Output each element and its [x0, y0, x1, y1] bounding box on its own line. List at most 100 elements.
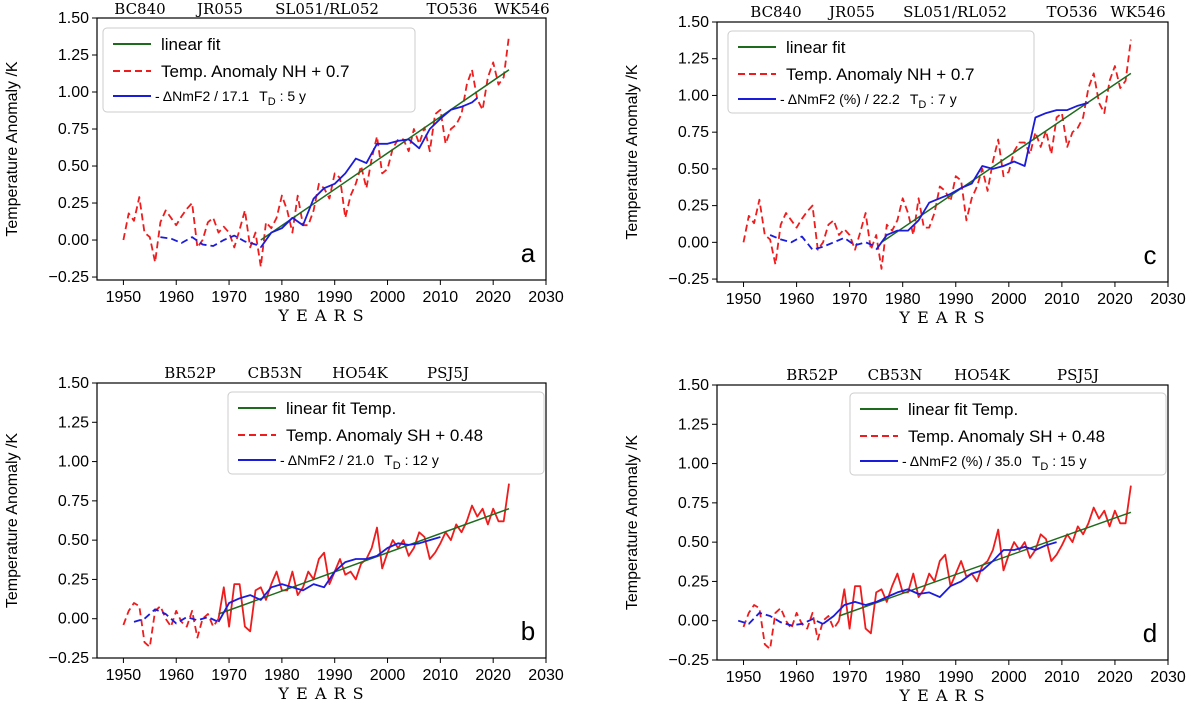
legend-fit-label: linear fit Temp.: [908, 400, 1018, 419]
y-tick-label: 0.25: [678, 573, 709, 590]
legend-fit-label: linear fit: [161, 35, 221, 54]
x-tick-label: 1980: [885, 291, 921, 308]
axes-frame: [716, 21, 1169, 283]
temp-series: [217, 483, 510, 633]
legend-nmf2-label: - ΔNmF2 / 17.1 TD : 5 y: [155, 88, 306, 108]
legend: linear fit Temp. Temp. Anomaly SH + 0.48 -…: [227, 391, 545, 475]
y-tick-label: 1.25: [678, 51, 709, 68]
y-tick-label: 0.00: [58, 232, 89, 249]
linear-fit-line: [260, 69, 510, 241]
y-tick-label: 0.00: [58, 611, 89, 628]
legend-temp-label: Temp. Anomaly SH + 0.48: [286, 426, 483, 445]
legend-nmf2-label: - ΔNmF2 (%) / 35.0 TD : 15 y: [902, 453, 1086, 473]
station-label: TO536: [1047, 3, 1098, 21]
legend: linear fit Temp. Temp. Anomaly SH + 0.48 -…: [849, 392, 1167, 476]
panel-b: 1950 1960 1970 1980 1990 2000 2010 2020 2030 −0.2…: [4, 364, 564, 703]
station-label: SL051/RL052: [903, 3, 1007, 21]
station-label: HO54K: [332, 364, 388, 382]
station-label: PSJ5J: [1057, 366, 1099, 384]
y-axis-label: Temperature Anomaly /K: [4, 61, 21, 237]
x-tick-label: 1960: [779, 669, 815, 686]
x-tick-label: 2010: [423, 667, 459, 684]
y-tick-label: 0.00: [678, 234, 709, 251]
y-tick-label: 0.00: [678, 613, 709, 630]
x-tick-label: 1960: [158, 667, 194, 684]
legend: linear fit Temp. Anomaly NH + 0.7 - ΔNmF2 …: [102, 27, 416, 113]
plot-area: [122, 35, 510, 268]
panel-d: 1950 1960 1970 1980 1990 2000 2010 2020 2030 −0.2…: [624, 366, 1186, 704]
y-tick-label: 0.75: [58, 121, 89, 138]
y-tick-label: 1.25: [58, 47, 89, 64]
legend-temp-label: Temp. Anomaly NH + 0.7: [786, 65, 975, 84]
axes-frame: [716, 384, 1169, 661]
y-tick-label: −0.25: [49, 269, 90, 286]
x-tick-label: 2020: [475, 667, 511, 684]
linear-fit-line: [838, 511, 1132, 617]
panel-letter: b: [521, 616, 535, 646]
x-tick-label: 1970: [211, 289, 247, 306]
x-axis-label: Y E A R S: [277, 684, 364, 703]
x-tick-label: 1990: [938, 669, 974, 686]
station-label: CB53N: [868, 366, 923, 384]
station-label: WK546: [494, 0, 549, 18]
x-tick-label: 2000: [370, 667, 406, 684]
y-tick-label: 1.00: [678, 456, 709, 473]
x-tick-label: 2000: [991, 291, 1027, 308]
station-label: HO54K: [954, 366, 1010, 384]
x-axis-label: Y E A R S: [277, 306, 364, 325]
legend-nmf2-label: - ΔNmF2 (%) / 22.2 TD : 7 y: [780, 91, 957, 111]
station-label: CB53N: [248, 364, 303, 382]
y-tick-label: 1.50: [58, 10, 89, 27]
station-label: TO536: [427, 0, 478, 18]
station-label: JR055: [195, 0, 243, 18]
legend-box: [102, 27, 416, 113]
y-tick-label: 1.25: [678, 416, 709, 433]
y-tick-label: 1.25: [58, 414, 89, 431]
y-tick-label: 0.75: [678, 495, 709, 512]
legend-temp-label: Temp. Anomaly SH + 0.48: [908, 427, 1105, 446]
legend-box: [849, 392, 1167, 476]
y-tick-label: 0.50: [678, 534, 709, 551]
linear-fit-line: [218, 507, 510, 615]
x-tick-label: 1990: [317, 289, 353, 306]
x-tick-label: 2030: [528, 289, 564, 306]
x-tick-label: 1970: [832, 291, 868, 308]
legend-fit-label: linear fit: [786, 38, 846, 57]
x-tick-label: 2030: [1150, 669, 1186, 686]
legend-box: [227, 391, 545, 475]
x-tick-label: 1970: [832, 669, 868, 686]
panel-letter: d: [1143, 618, 1157, 648]
x-tick-label: 1950: [106, 289, 142, 306]
y-axis-label: Temperature Anomaly /K: [624, 435, 641, 611]
y-tick-label: 0.75: [678, 124, 709, 141]
y-axis-label: Temperature Anomaly /K: [4, 433, 21, 609]
y-tick-label: 1.00: [58, 84, 89, 101]
y-tick-label: 0.50: [58, 158, 89, 175]
y-tick-label: 1.50: [58, 375, 89, 392]
y-axis-label: Temperature Anomaly /K: [624, 64, 641, 240]
x-axis-label: Y E A R S: [898, 308, 985, 327]
x-tick-label: 2020: [475, 289, 511, 306]
nmf2-series: [875, 101, 1089, 251]
x-tick-label: 1980: [264, 289, 300, 306]
temp-series-dashed: [742, 39, 1132, 270]
panel-letter: a: [521, 238, 536, 268]
station-label: JR055: [827, 3, 875, 21]
panel-letter: c: [1144, 240, 1157, 270]
y-tick-label: 0.50: [678, 161, 709, 178]
nmf2-series: [217, 536, 441, 623]
x-tick-label: 2000: [370, 289, 406, 306]
y-tick-label: 1.00: [678, 87, 709, 104]
y-tick-label: −0.25: [49, 650, 90, 667]
y-tick-label: −0.25: [669, 271, 710, 288]
nmf2-series-dashed: [133, 608, 219, 625]
x-tick-label: 2020: [1097, 669, 1133, 686]
legend-nmf2-label: - ΔNmF2 / 21.0 TD : 12 y: [280, 452, 439, 472]
x-tick-label: 1980: [264, 667, 300, 684]
nmf2-series-dashed: [769, 234, 877, 251]
x-tick-label: 2010: [1044, 291, 1080, 308]
y-tick-label: 1.00: [58, 454, 89, 471]
x-tick-label: 1950: [726, 669, 762, 686]
x-tick-label: 2010: [423, 289, 459, 306]
x-tick-label: 2030: [528, 667, 564, 684]
